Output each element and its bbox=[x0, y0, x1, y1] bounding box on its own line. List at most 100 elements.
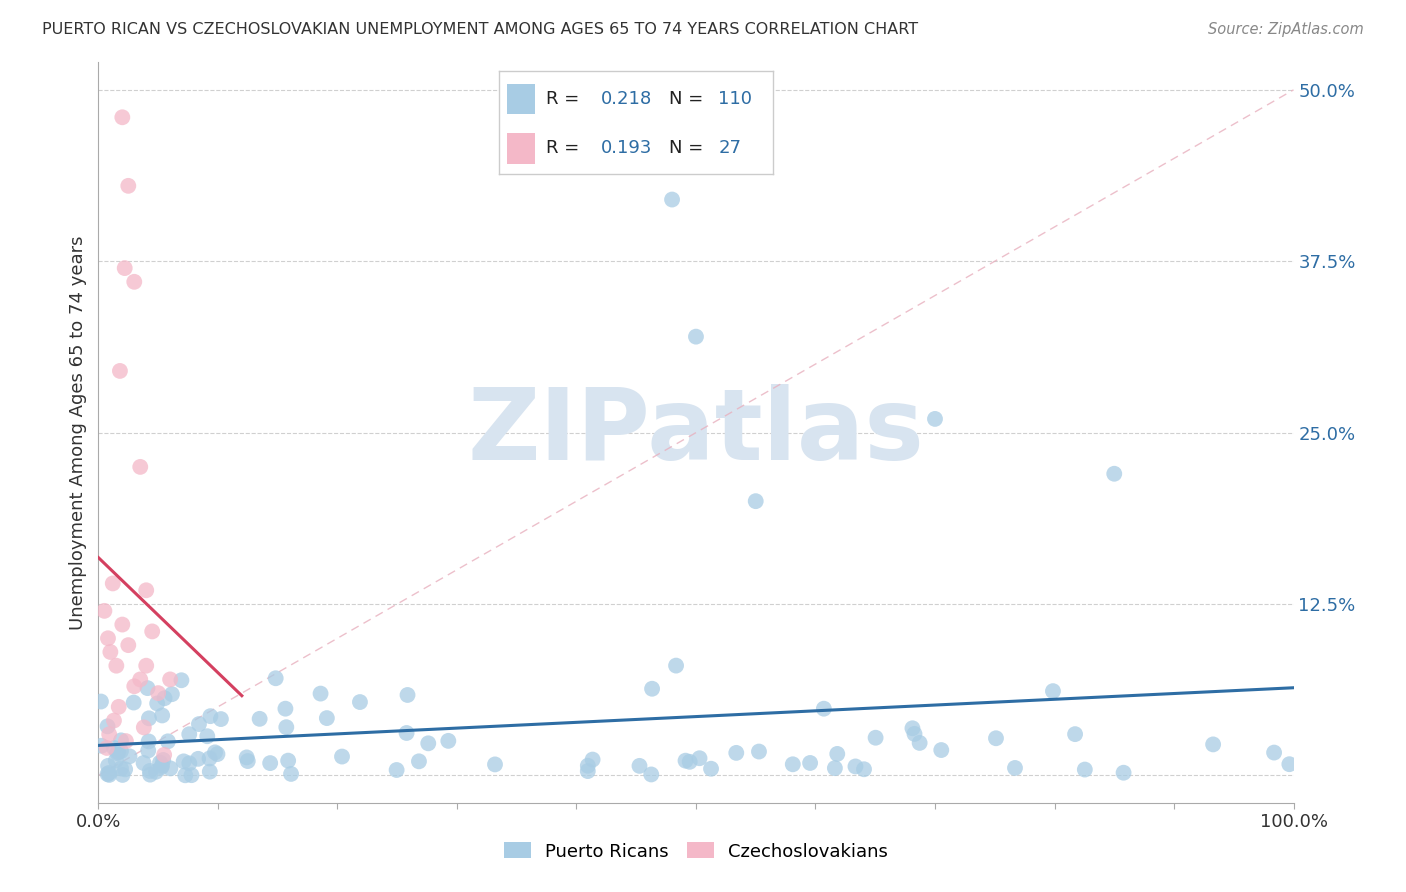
Puerto Ricans bbox=[277, 754, 299, 768]
Czechoslovakians bbox=[98, 645, 122, 659]
Puerto Ricans bbox=[105, 746, 128, 760]
Czechoslovakians bbox=[97, 632, 120, 646]
Puerto Ricans bbox=[264, 671, 287, 685]
Puerto Ricans bbox=[188, 717, 211, 731]
Text: R =: R = bbox=[546, 139, 585, 157]
Czechoslovakians bbox=[135, 583, 157, 598]
Czechoslovakians bbox=[107, 699, 129, 714]
Puerto Ricans bbox=[1202, 738, 1225, 752]
Puerto Ricans bbox=[235, 750, 257, 764]
Czechoslovakians bbox=[93, 604, 115, 618]
Puerto Ricans bbox=[782, 757, 804, 772]
Puerto Ricans bbox=[661, 193, 683, 207]
Puerto Ricans bbox=[179, 727, 201, 741]
Czechoslovakians bbox=[117, 638, 139, 652]
Puerto Ricans bbox=[150, 708, 173, 723]
Puerto Ricans bbox=[152, 753, 174, 767]
Puerto Ricans bbox=[901, 721, 924, 735]
Czechoslovakians bbox=[101, 576, 124, 591]
Czechoslovakians bbox=[135, 658, 157, 673]
Puerto Ricans bbox=[149, 756, 172, 770]
Puerto Ricans bbox=[576, 764, 599, 778]
Puerto Ricans bbox=[700, 762, 723, 776]
Czechoslovakians bbox=[111, 110, 134, 124]
Czechoslovakians bbox=[129, 459, 152, 474]
Puerto Ricans bbox=[90, 694, 112, 708]
Puerto Ricans bbox=[1074, 763, 1097, 777]
Puerto Ricans bbox=[259, 756, 281, 770]
Czechoslovakians bbox=[141, 624, 163, 639]
Puerto Ricans bbox=[90, 739, 112, 753]
Czechoslovakians bbox=[129, 673, 152, 687]
Czechoslovakians bbox=[105, 658, 128, 673]
Puerto Ricans bbox=[174, 768, 197, 782]
Czechoslovakians bbox=[124, 679, 146, 693]
Puerto Ricans bbox=[349, 695, 371, 709]
Czechoslovakians bbox=[108, 364, 131, 378]
Puerto Ricans bbox=[315, 711, 337, 725]
Text: 0.193: 0.193 bbox=[600, 139, 652, 157]
Puerto Ricans bbox=[929, 743, 952, 757]
Czechoslovakians bbox=[103, 714, 125, 728]
Text: 0.218: 0.218 bbox=[600, 90, 652, 108]
Czechoslovakians bbox=[114, 261, 136, 276]
Puerto Ricans bbox=[844, 759, 866, 773]
Puerto Ricans bbox=[195, 729, 218, 743]
Puerto Ricans bbox=[139, 767, 162, 781]
Puerto Ricans bbox=[179, 756, 201, 771]
Puerto Ricans bbox=[236, 754, 259, 768]
Puerto Ricans bbox=[824, 761, 846, 775]
Puerto Ricans bbox=[395, 726, 418, 740]
Puerto Ricans bbox=[103, 741, 125, 756]
Puerto Ricans bbox=[813, 702, 835, 716]
Puerto Ricans bbox=[209, 712, 232, 726]
Puerto Ricans bbox=[628, 759, 651, 773]
Text: N =: N = bbox=[669, 90, 709, 108]
Puerto Ricans bbox=[581, 753, 603, 767]
Czechoslovakians bbox=[148, 686, 170, 700]
Puerto Ricans bbox=[136, 743, 159, 757]
Y-axis label: Unemployment Among Ages 65 to 74 years: Unemployment Among Ages 65 to 74 years bbox=[69, 235, 87, 630]
Puerto Ricans bbox=[1263, 746, 1285, 760]
Puerto Ricans bbox=[107, 745, 129, 759]
Czechoslovakians bbox=[132, 720, 155, 734]
Puerto Ricans bbox=[1042, 684, 1064, 698]
Bar bbox=[508, 84, 534, 114]
Puerto Ricans bbox=[146, 697, 169, 711]
Puerto Ricans bbox=[173, 755, 195, 769]
Puerto Ricans bbox=[1104, 467, 1126, 481]
Puerto Ricans bbox=[96, 719, 118, 733]
Puerto Ricans bbox=[198, 764, 221, 779]
Puerto Ricans bbox=[207, 747, 229, 761]
Puerto Ricans bbox=[150, 760, 173, 774]
Puerto Ricans bbox=[198, 751, 221, 765]
Czechoslovakians bbox=[117, 178, 139, 193]
Puerto Ricans bbox=[145, 764, 167, 779]
Puerto Ricans bbox=[309, 687, 332, 701]
Text: ZIPatlas: ZIPatlas bbox=[468, 384, 924, 481]
Puerto Ricans bbox=[725, 746, 748, 760]
Puerto Ricans bbox=[160, 687, 183, 701]
Puerto Ricans bbox=[908, 736, 931, 750]
Puerto Ricans bbox=[132, 756, 155, 770]
Puerto Ricans bbox=[200, 709, 222, 723]
Czechoslovakians bbox=[124, 275, 146, 289]
Puerto Ricans bbox=[1278, 757, 1301, 772]
Puerto Ricans bbox=[180, 768, 202, 782]
Legend: Puerto Ricans, Czechoslovakians: Puerto Ricans, Czechoslovakians bbox=[496, 835, 896, 868]
Puerto Ricans bbox=[110, 733, 132, 747]
Puerto Ricans bbox=[204, 745, 226, 759]
Bar bbox=[508, 133, 534, 163]
Puerto Ricans bbox=[1112, 765, 1135, 780]
Puerto Ricans bbox=[110, 761, 132, 775]
Text: PUERTO RICAN VS CZECHOSLOVAKIAN UNEMPLOYMENT AMONG AGES 65 TO 74 YEARS CORRELATI: PUERTO RICAN VS CZECHOSLOVAKIAN UNEMPLOY… bbox=[42, 22, 918, 37]
Text: 110: 110 bbox=[718, 90, 752, 108]
Puerto Ricans bbox=[685, 329, 707, 343]
Puerto Ricans bbox=[437, 734, 460, 748]
Puerto Ricans bbox=[104, 754, 127, 768]
Puerto Ricans bbox=[396, 688, 419, 702]
Puerto Ricans bbox=[170, 673, 193, 688]
Puerto Ricans bbox=[799, 756, 821, 770]
Text: N =: N = bbox=[669, 139, 709, 157]
Czechoslovakians bbox=[96, 741, 118, 756]
